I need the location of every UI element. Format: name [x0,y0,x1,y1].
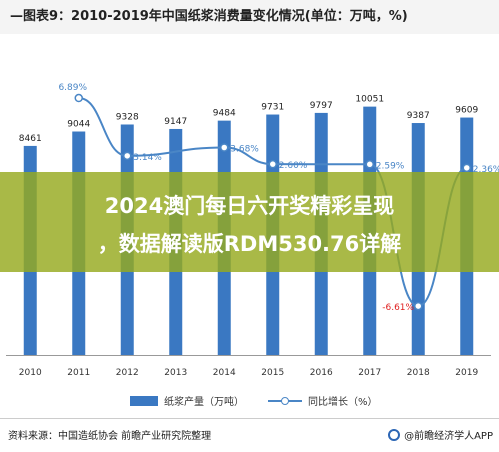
footer: 资料来源：中国造纸协会 前瞻产业研究院整理 @前瞻经济学人APP [0,418,499,452]
legend-item-bars: 纸浆产量（万吨） [130,393,244,408]
growth-point [123,151,132,161]
x-tick-label: 2018 [407,368,430,378]
legend-line-label: 同比增长（%） [308,397,378,408]
bar-value-label: 8461 [19,134,42,144]
growth-point [365,160,374,169]
growth-point [74,93,83,103]
chart-title: —图表9：2010-2019年中国纸浆消费量变化情况(单位：万吨，%) [0,0,499,34]
bar-value-label: 9797 [310,101,333,111]
growth-point [268,159,277,169]
banner-line-2: ，数据解读版RDM530.76详解 [97,232,402,256]
legend-bar-swatch [130,395,158,406]
x-tick-label: 2015 [261,368,284,378]
bar-value-label: 9387 [407,111,430,121]
chart-legend: 纸浆产量（万吨） 同比增长（%） [0,390,499,410]
x-tick-label: 2010 [19,368,42,378]
growth-value-label: 2.36% [473,165,499,175]
growth-value-label: 2.59% [376,161,405,171]
brand-logo-icon [388,428,401,441]
growth-value-label: 3.68% [230,144,259,154]
source-note: 资料来源：中国造纸协会 前瞻产业研究院整理 [8,431,212,442]
overlay-banner: 2024澳门每日六开奖精彩呈现 ，数据解读版RDM530.76详解 [0,172,499,272]
bar-value-label: 9147 [164,117,187,127]
legend-bar-label: 纸浆产量（万吨） [164,397,244,408]
growth-value-label: 2.60% [279,161,308,171]
bar-value-label: 9731 [261,103,284,113]
bar-value-label: 9328 [116,112,139,122]
bar-value-label: 10051 [355,95,384,105]
x-tick-label: 2013 [164,368,187,378]
growth-point [414,301,423,311]
brand: @前瞻经济学人APP [388,427,493,442]
bar-value-label: 9484 [213,109,236,119]
growth-point [220,143,229,152]
bar-value-label: 9609 [455,106,478,116]
banner-line-1: 2024澳门每日六开奖精彩呈现 [104,194,395,218]
growth-point [462,163,471,173]
brand-label: @前瞻经济学人APP [404,431,493,442]
x-tick-label: 2012 [116,368,139,378]
growth-value-label: -6.61% [382,303,414,313]
legend-item-line: 同比增长（%） [268,393,378,408]
x-tick-label: 2011 [67,368,90,378]
bar-value-label: 9044 [67,120,90,130]
x-tick-label: 2019 [455,368,478,378]
growth-value-label: 3.14% [133,153,162,163]
x-tick-label: 2016 [310,368,333,378]
x-tick-label: 2014 [213,368,236,378]
growth-value-label: 6.89% [58,83,87,93]
legend-line-swatch [268,396,302,406]
x-tick-label: 2017 [358,368,381,378]
